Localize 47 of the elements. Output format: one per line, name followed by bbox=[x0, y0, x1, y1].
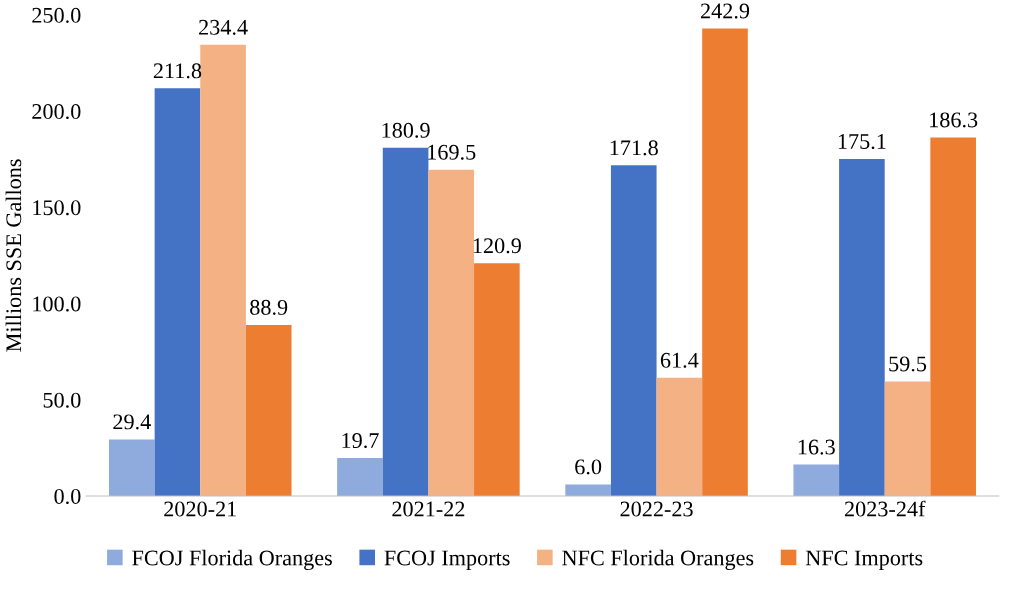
bar bbox=[656, 377, 703, 496]
y-tick-label: 250.0 bbox=[32, 7, 81, 23]
data-label: 29.4 bbox=[113, 414, 151, 430]
legend-label: NFC Imports bbox=[805, 550, 923, 570]
bar bbox=[200, 44, 246, 496]
bar bbox=[793, 464, 840, 496]
x-tick-label: 2021-22 bbox=[392, 501, 465, 517]
y-axis-title: Millions SSE Gallons bbox=[5, 159, 22, 352]
bar bbox=[930, 137, 976, 496]
y-tick-label: 0.0 bbox=[54, 488, 81, 505]
bar bbox=[154, 88, 201, 496]
data-label: 242.9 bbox=[700, 3, 750, 19]
bar bbox=[610, 165, 657, 496]
bar bbox=[428, 169, 475, 496]
legend-label: FCOJ Imports bbox=[384, 550, 510, 570]
data-label: 186.3 bbox=[930, 112, 978, 128]
data-label: 19.7 bbox=[342, 433, 379, 449]
bar bbox=[245, 324, 292, 496]
data-label: 88.9 bbox=[250, 299, 288, 315]
y-tick-label: 100.0 bbox=[33, 296, 81, 312]
x-tick-label: 2023-24f bbox=[844, 500, 926, 517]
bar bbox=[702, 28, 748, 496]
bar bbox=[565, 484, 611, 496]
bar bbox=[884, 381, 931, 496]
y-tick-label: 150.0 bbox=[33, 200, 81, 216]
data-label: 61.4 bbox=[660, 352, 699, 368]
bar bbox=[474, 263, 520, 496]
data-label: 234.4 bbox=[199, 19, 248, 35]
legend-label: NFC Florida Oranges bbox=[562, 549, 754, 571]
data-label: 6.0 bbox=[575, 459, 602, 475]
legend-label: FCOJ Florida Oranges bbox=[132, 549, 332, 571]
data-label: 211.8 bbox=[153, 63, 202, 79]
data-label: 16.3 bbox=[798, 439, 835, 455]
y-tick-label: 50.0 bbox=[43, 392, 81, 408]
data-label: 180.9 bbox=[382, 122, 430, 138]
x-tick-label: 2022-23 bbox=[620, 501, 693, 517]
data-label: 175.1 bbox=[838, 134, 886, 150]
y-tick-label: 200.0 bbox=[32, 104, 81, 120]
bar bbox=[382, 147, 429, 496]
bar bbox=[109, 439, 155, 496]
data-label: 59.5 bbox=[889, 356, 927, 372]
x-tick-label: 2020-21 bbox=[164, 501, 236, 517]
data-label: 120.9 bbox=[473, 238, 521, 254]
bar bbox=[337, 458, 383, 496]
bar bbox=[839, 159, 885, 496]
data-label: 169.5 bbox=[428, 144, 476, 160]
data-label: 171.8 bbox=[610, 140, 658, 156]
